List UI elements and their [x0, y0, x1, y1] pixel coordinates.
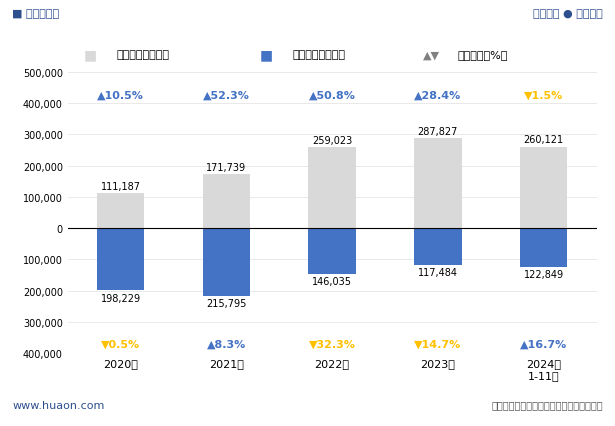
- Bar: [414, 229, 462, 265]
- Bar: [97, 194, 145, 229]
- Text: 260,121: 260,121: [523, 135, 564, 145]
- Text: ▼0.5%: ▼0.5%: [101, 339, 140, 348]
- Text: ▲52.3%: ▲52.3%: [203, 91, 250, 101]
- Text: 259,023: 259,023: [312, 135, 352, 145]
- Text: 146,035: 146,035: [312, 277, 352, 287]
- Text: 122,849: 122,849: [523, 270, 564, 279]
- Text: ▲16.7%: ▲16.7%: [520, 339, 567, 348]
- Text: 215,795: 215,795: [206, 299, 247, 308]
- Text: 2020-2024年11月绵阳市商品收发货人所在地进、出口额: 2020-2024年11月绵阳市商品收发货人所在地进、出口额: [139, 17, 476, 35]
- Bar: [308, 148, 356, 229]
- Text: 专业严谨 ● 客观科学: 专业严谨 ● 客观科学: [533, 9, 603, 19]
- Bar: [202, 175, 250, 229]
- Text: ▼1.5%: ▼1.5%: [524, 91, 563, 101]
- Text: ■: ■: [260, 49, 272, 62]
- Text: 111,187: 111,187: [100, 181, 141, 191]
- Text: 198,229: 198,229: [100, 293, 141, 303]
- Text: 进口额（万美元）: 进口额（万美元）: [292, 50, 345, 60]
- Text: ▲8.3%: ▲8.3%: [207, 339, 246, 348]
- Bar: [202, 229, 250, 296]
- Text: ▲50.8%: ▲50.8%: [309, 91, 355, 101]
- Bar: [97, 229, 145, 291]
- Text: www.huaon.com: www.huaon.com: [12, 400, 105, 410]
- Text: ▲10.5%: ▲10.5%: [97, 91, 144, 101]
- Text: ▲28.4%: ▲28.4%: [415, 91, 461, 101]
- Text: ■: ■: [84, 49, 97, 62]
- Text: ▼32.3%: ▼32.3%: [309, 339, 355, 348]
- Text: 117,484: 117,484: [418, 268, 458, 278]
- Text: 出口额（万美元）: 出口额（万美元）: [116, 50, 169, 60]
- Text: ▼14.7%: ▼14.7%: [415, 339, 461, 348]
- Bar: [520, 229, 568, 267]
- Bar: [308, 229, 356, 274]
- Text: ■ 华经情报网: ■ 华经情报网: [12, 9, 60, 19]
- Text: 同比增长（%）: 同比增长（%）: [458, 50, 508, 60]
- Text: ▲▼: ▲▼: [423, 50, 440, 60]
- Text: 数据来源：中国海关，华经产业研究院整理: 数据来源：中国海关，华经产业研究院整理: [491, 400, 603, 410]
- Bar: [520, 147, 568, 229]
- Bar: [414, 139, 462, 229]
- Text: 171,739: 171,739: [206, 162, 247, 173]
- Text: 287,827: 287,827: [418, 126, 458, 136]
